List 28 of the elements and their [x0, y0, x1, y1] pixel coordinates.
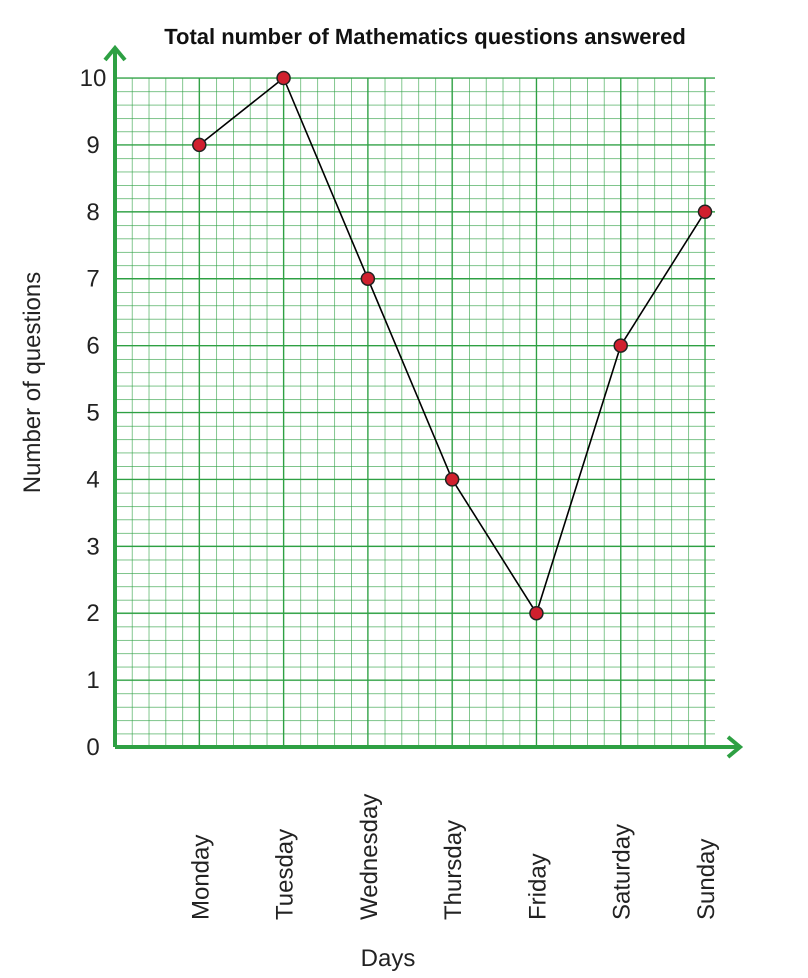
x-tick-label: Wednesday — [356, 794, 383, 920]
y-tick-label: 0 — [86, 734, 100, 761]
y-tick-label: 2 — [86, 600, 100, 628]
y-axis-title: Number of questions — [19, 272, 46, 494]
point — [529, 606, 544, 620]
y-tick-label: 9 — [86, 132, 100, 159]
x-tick-label: Tuesday — [272, 828, 299, 920]
x-tick-label: Saturday — [608, 824, 636, 920]
y-tick-label: 1 — [86, 667, 100, 694]
x-tick-label: Sunday — [693, 838, 720, 920]
y-tick-label: 3 — [86, 533, 100, 560]
point — [192, 138, 207, 152]
x-tick-label: Friday — [524, 853, 552, 920]
x-tick-label: Monday — [187, 834, 214, 920]
y-tick-label: 8 — [86, 198, 100, 226]
y-tick-label: 4 — [86, 466, 100, 494]
point — [698, 204, 712, 220]
x-tick-label: Thursday — [440, 820, 468, 920]
point — [276, 70, 291, 86]
y-tick-label: 5 — [86, 400, 100, 426]
y-tick-label: 6 — [86, 332, 100, 360]
x-axis-title: Days — [360, 945, 416, 972]
point — [613, 338, 628, 353]
point — [444, 472, 460, 487]
y-tick-label: 10 — [80, 65, 106, 92]
point — [360, 271, 376, 286]
chart-title: Total number of Mathematics questions answered — [164, 24, 686, 49]
y-tick-label: 7 — [86, 266, 100, 293]
